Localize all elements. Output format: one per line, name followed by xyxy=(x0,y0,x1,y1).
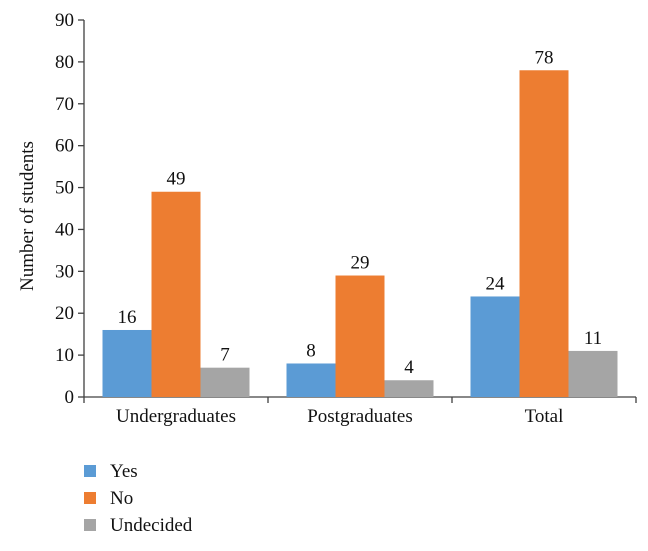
bar-value-label: 24 xyxy=(486,273,506,294)
bar-value-label: 49 xyxy=(167,169,186,190)
bar-yes xyxy=(102,329,152,397)
bars xyxy=(102,70,618,398)
bar-no xyxy=(335,275,385,397)
bar-yes xyxy=(470,296,520,397)
y-tick-label: 0 xyxy=(65,387,75,408)
legend-swatch-undecided xyxy=(84,519,96,531)
x-category-label: Undergraduates xyxy=(116,406,236,427)
axes: 0 10 20 30 40 50 60 70 80 90 Undergraduates Postgra… xyxy=(55,10,637,427)
legend-swatch-yes xyxy=(84,465,96,477)
y-tick-label: 50 xyxy=(55,178,74,199)
y-tick-label: 20 xyxy=(55,303,74,324)
bar-undecided xyxy=(568,350,618,397)
legend-label-no: No xyxy=(110,488,133,509)
bar-value-label: 7 xyxy=(220,345,230,366)
y-tick-label: 60 xyxy=(55,136,74,157)
y-tick-label: 10 xyxy=(55,345,74,366)
y-axis-title: Number of students xyxy=(17,141,38,291)
y-tick-label: 90 xyxy=(55,10,74,31)
bar-value-label: 8 xyxy=(306,340,316,361)
bar-value-label: 4 xyxy=(404,357,414,378)
x-category-label: Postgraduates xyxy=(307,406,413,427)
bar-no xyxy=(151,191,201,397)
bar-value-label: 29 xyxy=(351,253,370,274)
y-tick-label: 80 xyxy=(55,52,74,73)
bar-undecided xyxy=(384,380,434,397)
legend-swatch-no xyxy=(84,492,96,504)
legend: Yes No Undecided xyxy=(84,461,193,536)
y-tick-label: 30 xyxy=(55,261,74,282)
bar-value-label: 11 xyxy=(584,328,602,349)
legend-label-yes: Yes xyxy=(110,461,138,482)
bar-no xyxy=(519,70,569,398)
bar-value-label: 16 xyxy=(118,307,137,328)
bar-undecided xyxy=(200,367,250,397)
y-tick-label: 40 xyxy=(55,219,74,240)
legend-label-undecided: Undecided xyxy=(110,515,193,536)
bar-yes xyxy=(286,363,336,397)
x-category-label: Total xyxy=(525,406,564,427)
bar-value-label: 78 xyxy=(535,47,554,68)
y-tick-label: 70 xyxy=(55,94,74,115)
